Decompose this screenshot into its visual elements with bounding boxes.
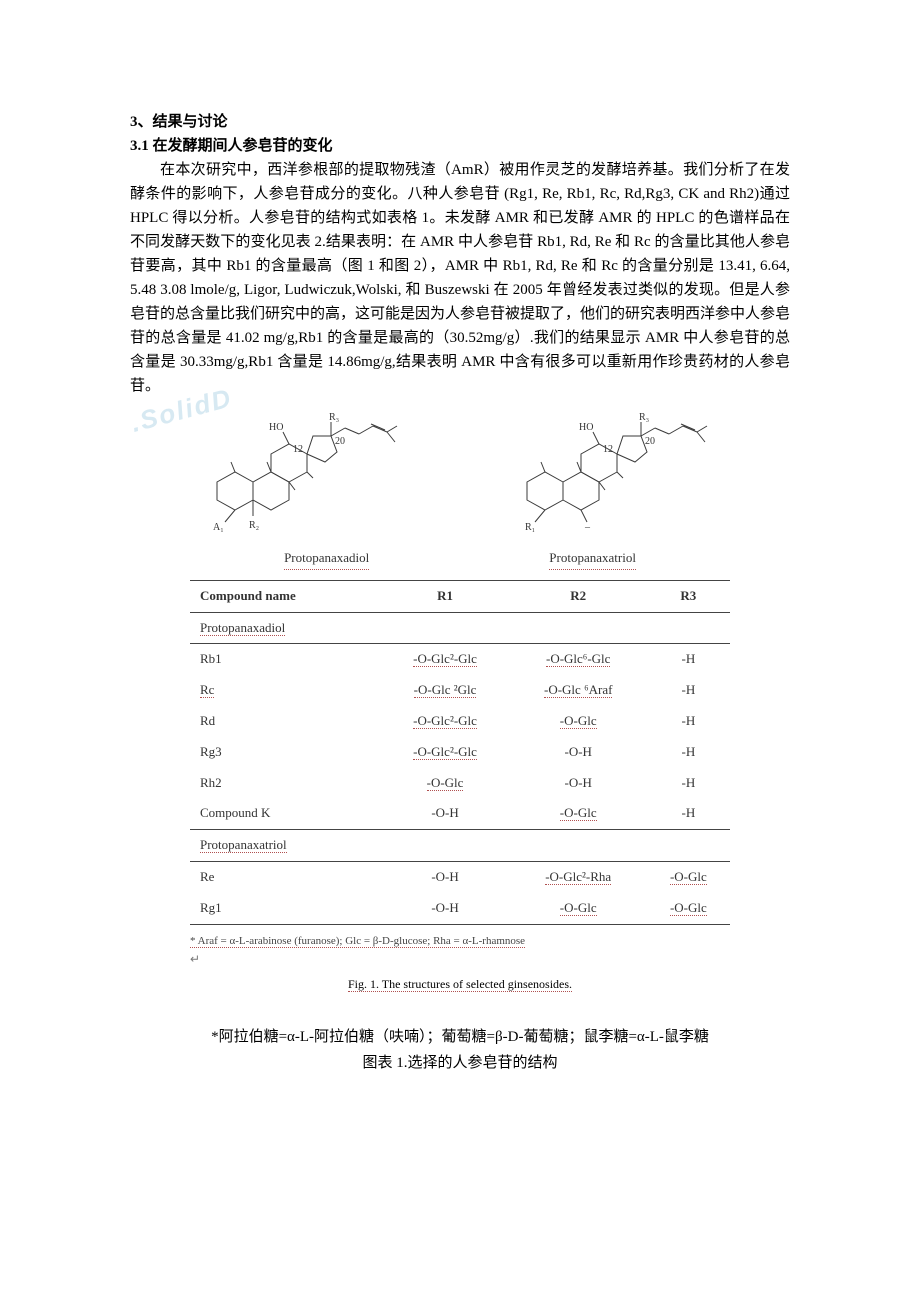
c20-label: 20 [335, 436, 345, 447]
a1-label: A₁ [213, 522, 224, 533]
table-row: Rh2-O-Glc-O-H-H [190, 768, 730, 799]
table-row: Rd-O-Glc²-Glc-O-Glc-H [190, 706, 730, 737]
section-heading-3: 3、结果与讨论 [130, 110, 790, 134]
table-row: Rg1-O-H-O-Glc-O-Glc [190, 893, 730, 924]
th-r3: R3 [647, 580, 730, 612]
dash-label: – [584, 522, 591, 533]
footnote-chinese: *阿拉伯糖=α-L-阿拉伯糖（呋喃）；葡萄糖=β-D-葡萄糖；鼠李糖=α-L-鼠… [130, 1025, 790, 1049]
table-row: Rb1-O-Glc²-Glc-O-Glc⁶-Glc-H [190, 644, 730, 675]
table-row: Rc-O-Glc ²Glc-O-Glc ⁶Araf-H [190, 675, 730, 706]
protopanaxadiol-structure: R₃ HO 12 20 A₁ R₂ [205, 412, 405, 542]
ho-label: HO [579, 422, 593, 433]
section-heading-3-1: 3.1 在发酵期间人参皂苷的变化 [130, 134, 790, 158]
protopanaxatriol-structure: R₃ HO 12 20 R₁ – [515, 412, 715, 542]
table-row: Re-O-H-O-Glc²-Rha-O-Glc [190, 861, 730, 892]
protopanaxatriol-label: Protopanaxatriol [549, 548, 636, 570]
r2-label: R₂ [249, 520, 259, 531]
section-protopanaxatriol: Protopanaxatriol [190, 830, 730, 862]
r3-label: R₃ [639, 412, 649, 423]
c20-label: 20 [645, 436, 655, 447]
figure-caption-chinese: 图表 1.选择的人参皂苷的结构 [130, 1051, 790, 1075]
return-arrow-icon: ↵ [190, 950, 730, 969]
structure-labels-row: Protopanaxadiol Protopanaxatriol [130, 548, 790, 570]
footnote-image: * Araf = α-L-arabinose (furanose); Glc =… [190, 933, 730, 951]
section-protopanaxadiol: Protopanaxadiol [190, 612, 730, 644]
th-r1: R1 [380, 580, 509, 612]
body-paragraph: 在本次研究中，西洋参根部的提取物残渣（AmR）被用作灵芝的发酵培养基。我们分析了… [130, 158, 790, 398]
c12-label: 12 [293, 444, 303, 455]
ho-label: HO [269, 422, 283, 433]
table-row: Compound K-O-H-O-Glc-H [190, 798, 730, 829]
th-compound: Compound name [190, 580, 380, 612]
c12-label: 12 [603, 444, 613, 455]
th-r2: R2 [510, 580, 647, 612]
protopanaxadiol-label: Protopanaxadiol [284, 548, 369, 570]
r1-label: R₁ [525, 522, 535, 533]
structure-diagrams-row: R₃ HO 12 20 A₁ R₂ [130, 412, 790, 542]
ginsenoside-table: Compound name R1 R2 R3 Protopanaxadiol R… [190, 580, 730, 925]
figure-caption-image: Fig. 1. The structures of selected ginse… [190, 975, 730, 994]
table-row: Rg3-O-Glc²-Glc-O-H-H [190, 737, 730, 768]
r3-label: R₃ [329, 412, 339, 423]
